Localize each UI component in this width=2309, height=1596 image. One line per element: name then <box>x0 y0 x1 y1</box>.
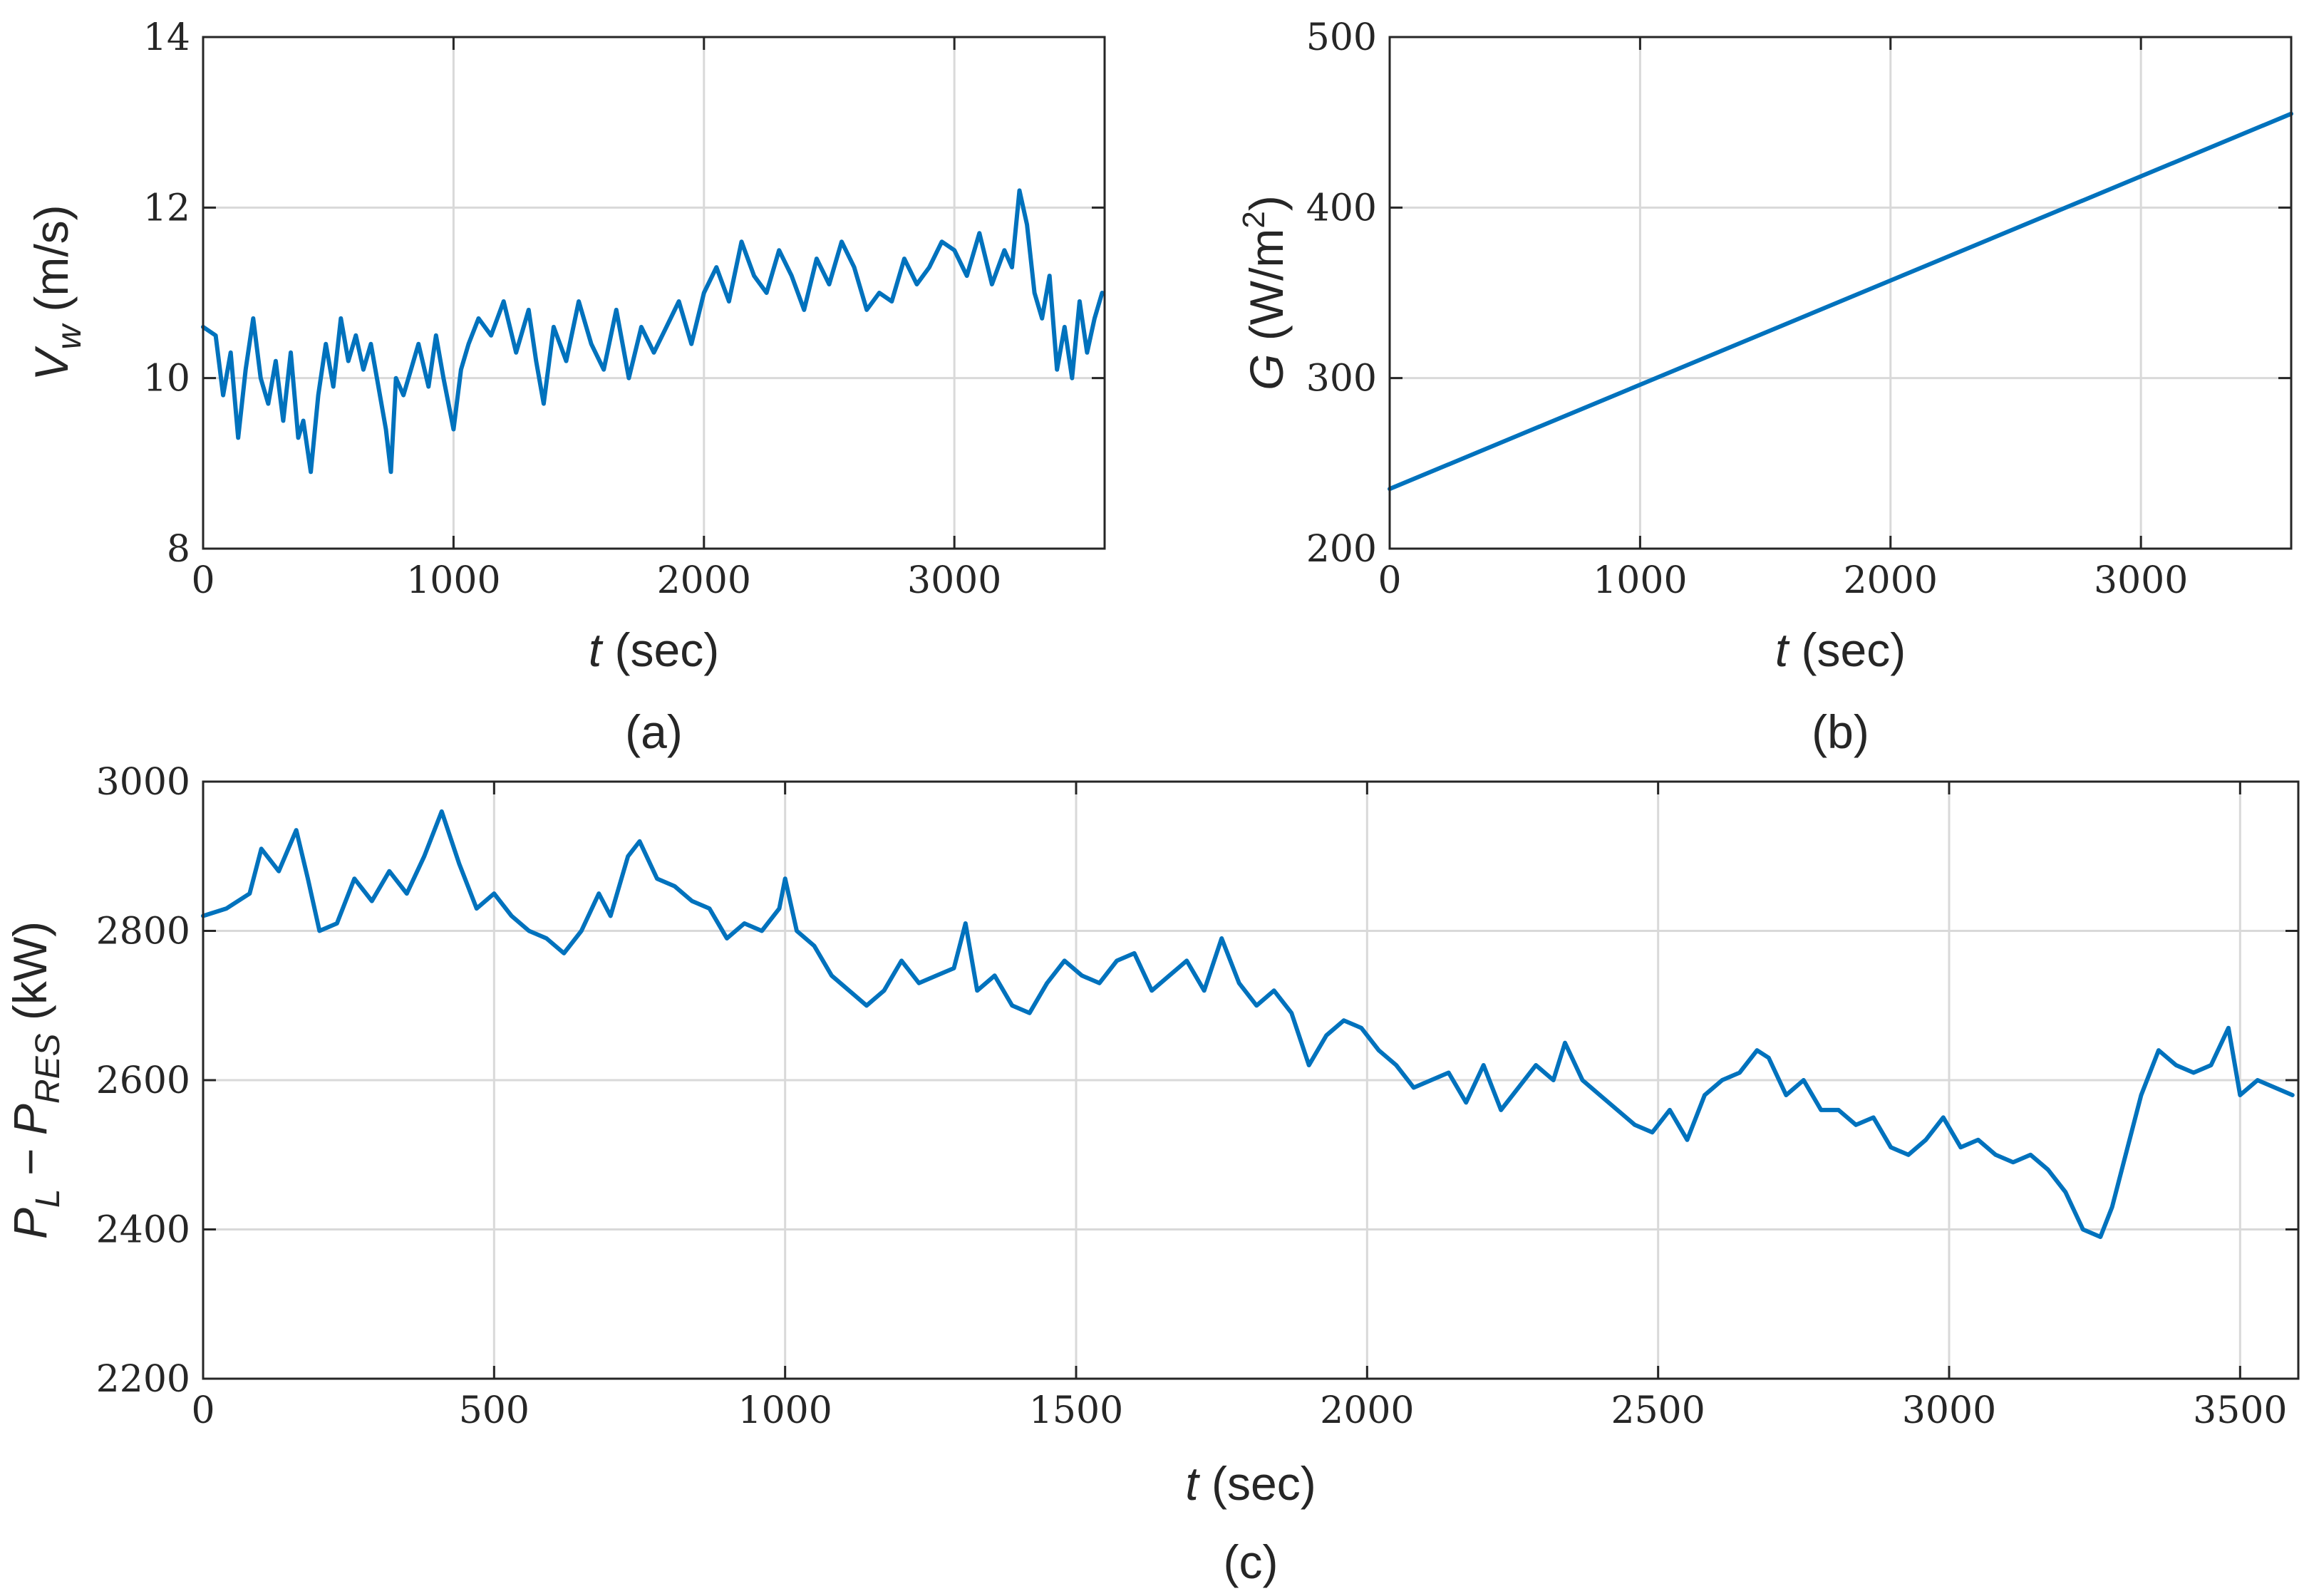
x-tick-label: 3000 <box>2094 559 2188 602</box>
panel-a-plot-frame <box>202 36 1106 550</box>
wind-speed-series-line <box>201 188 1105 475</box>
x-tick-label: 1000 <box>406 559 500 602</box>
x-tick-label: 1000 <box>738 1389 832 1432</box>
panel-a-x-axis-label: t (sec) <box>589 623 719 676</box>
panel-b-plot-frame <box>1388 36 2293 550</box>
x-tick-label: 0 <box>191 1389 215 1432</box>
panel-b-irradiance-chart: 0 1000 2000 3000 200 300 400 500 t (sec) G (W/m… <box>1236 16 2293 758</box>
panel-b-x-axis-label: t (sec) <box>1775 623 1906 676</box>
x-tick-label: 1000 <box>1593 559 1687 602</box>
x-tick-label: 0 <box>1378 559 1401 602</box>
x-tick-label: 1500 <box>1029 1389 1123 1432</box>
y-tick-label: 12 <box>143 187 190 229</box>
x-tick-label: 3000 <box>1902 1389 1996 1432</box>
x-tick-label: 3500 <box>2193 1389 2287 1432</box>
panel-c-y-axis-label: PL − PRES (kW) <box>4 921 67 1239</box>
x-tick-label: 3000 <box>907 559 1001 602</box>
y-tick-label: 2400 <box>96 1209 190 1252</box>
net-load-series-line <box>201 809 2295 1239</box>
x-tick-label: 2000 <box>1320 1389 1414 1432</box>
panel-b-caption: (b) <box>1812 705 1869 758</box>
y-tick-label: 3000 <box>96 761 190 804</box>
y-tick-label: 400 <box>1306 187 1377 229</box>
y-tick-label: 500 <box>1306 16 1377 59</box>
panel-a-caption: (a) <box>625 705 683 758</box>
y-tick-label: 300 <box>1306 358 1377 400</box>
y-tick-label: 2600 <box>96 1059 190 1102</box>
panel-c-net-load-chart: 0 500 1000 1500 2000 2500 3000 3500 2200 2400 2600… <box>4 761 2300 1588</box>
panel-a-wind-speed-chart: 0 1000 2000 3000 8 10 12 14 t (sec) Vw (m/s) (a… <box>25 16 1106 758</box>
x-tick-label: 2500 <box>1611 1389 1705 1432</box>
x-tick-label: 2000 <box>1844 559 1938 602</box>
x-tick-label: 0 <box>191 559 215 602</box>
panel-a-y-axis-label: Vw (m/s) <box>25 204 88 380</box>
y-tick-label: 2800 <box>96 911 190 953</box>
x-tick-label: 2000 <box>657 559 751 602</box>
y-tick-label: 8 <box>167 528 190 571</box>
y-tick-label: 2200 <box>96 1358 190 1401</box>
y-tick-label: 200 <box>1306 528 1377 571</box>
y-tick-label: 14 <box>143 16 190 59</box>
panel-c-caption: (c) <box>1224 1535 1279 1588</box>
panel-c-x-axis-label: t (sec) <box>1185 1457 1316 1510</box>
panel-b-y-axis-label: G (W/m2) <box>1236 195 1293 390</box>
x-tick-label: 500 <box>459 1389 530 1432</box>
irradiance-series-line <box>1388 111 2293 492</box>
y-tick-label: 10 <box>143 358 190 400</box>
